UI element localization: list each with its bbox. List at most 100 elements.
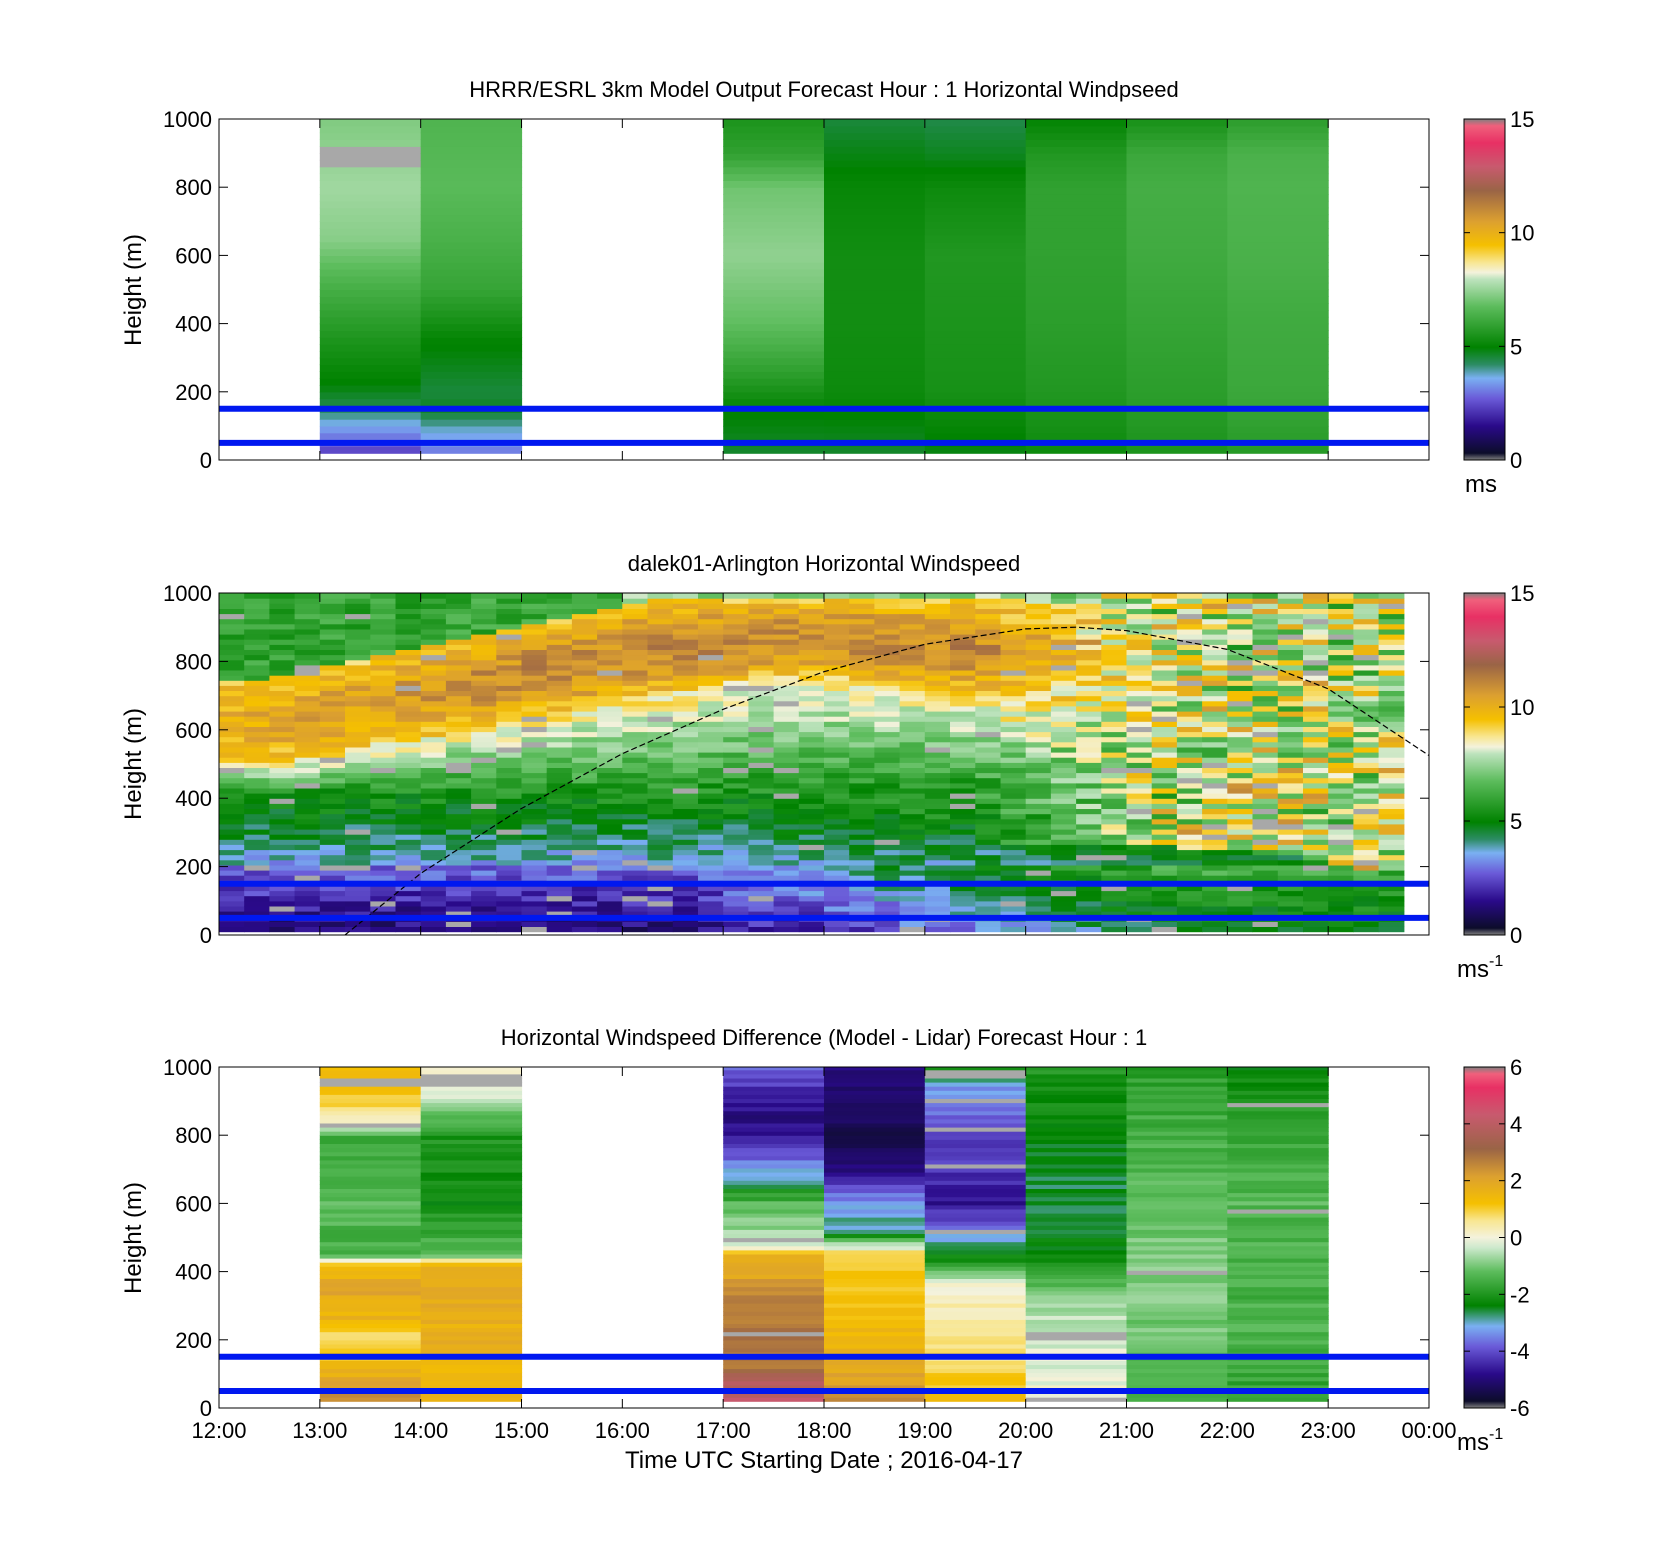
heatmap-cell [899, 690, 926, 697]
heatmap-cell [622, 731, 649, 738]
heatmap-cell [1000, 864, 1027, 871]
heatmap-cell [723, 234, 825, 243]
heatmap-cell [319, 119, 422, 127]
heatmap-cell [1202, 711, 1228, 717]
heatmap-cell [1025, 316, 1128, 325]
heatmap-cell [219, 839, 245, 845]
heatmap-cell [395, 711, 422, 717]
heatmap-cell [1126, 1110, 1228, 1116]
heatmap-cell [219, 726, 245, 733]
heatmap-cell [924, 752, 951, 758]
heatmap-cell [319, 1348, 422, 1353]
heatmap-cell [244, 911, 270, 917]
heatmap-cell [1378, 808, 1405, 815]
heatmap-cell [1353, 603, 1380, 609]
heatmap-cell [849, 895, 875, 902]
heatmap-cell [219, 921, 245, 927]
heatmap-cell [269, 598, 296, 604]
heatmap-cell [1202, 767, 1228, 774]
heatmap-cell [1000, 746, 1027, 753]
heatmap-cell [723, 680, 749, 686]
heatmap-cell [723, 1077, 825, 1083]
heatmap-cell [420, 603, 447, 609]
heatmap-cell [546, 618, 573, 625]
heatmap-cell [849, 654, 875, 661]
heatmap-cell [1277, 808, 1304, 815]
heatmap-cell [824, 1286, 926, 1292]
heatmap-cell [1025, 159, 1128, 168]
heatmap-cell [319, 146, 422, 154]
heatmap-cell [370, 875, 397, 881]
heatmap-cell [546, 839, 573, 845]
heatmap-cell [723, 639, 749, 645]
heatmap-cell [269, 890, 296, 897]
heatmap-cell [521, 808, 548, 815]
heatmap-cell [1252, 875, 1279, 881]
heatmap-cell [1000, 921, 1027, 927]
heatmap-cell [1227, 757, 1254, 763]
heatmap-cell [1076, 762, 1102, 768]
heatmap-cell [849, 644, 875, 650]
heatmap-cell [698, 844, 724, 851]
heatmap-cell [950, 623, 976, 630]
heatmap-cell [672, 685, 699, 691]
heatmap-cell [698, 593, 724, 599]
heatmap-cell [874, 823, 901, 830]
heatmap-cell [924, 1118, 1027, 1124]
heatmap-cell [798, 664, 825, 671]
heatmap-cell [874, 854, 901, 861]
heatmap-cell [420, 762, 447, 768]
heatmap-cell [924, 834, 951, 840]
heatmap-cell [319, 1282, 422, 1288]
heatmap-cell [824, 200, 926, 209]
heatmap-cell [1126, 1270, 1228, 1275]
heatmap-cell [1227, 659, 1254, 666]
heatmap-cell [597, 736, 623, 743]
heatmap-cell [798, 813, 825, 820]
heatmap-cell [975, 731, 1002, 738]
heatmap-cell [1328, 762, 1354, 768]
heatmap-cell [723, 1114, 825, 1120]
heatmap-cell [1000, 623, 1027, 630]
heatmap-cell [1025, 1163, 1128, 1169]
heatmap-cell [1227, 275, 1329, 284]
heatmap-cell [370, 839, 397, 845]
heatmap-cell [1303, 782, 1329, 789]
heatmap-cell [1277, 726, 1304, 733]
heatmap-cell [244, 798, 270, 804]
heatmap-cell [824, 1106, 926, 1112]
heatmap-cell [748, 905, 775, 912]
heatmap-cell [345, 680, 371, 686]
heatmap-cell [1151, 859, 1178, 866]
heatmap-cell [546, 649, 573, 656]
heatmap-cell [546, 721, 573, 727]
heatmap-cell [1000, 782, 1027, 789]
heatmap-cell [1252, 839, 1279, 845]
heatmap-cell [924, 721, 951, 727]
heatmap-cell [345, 721, 371, 727]
heatmap-cell [445, 644, 472, 650]
heatmap-cell [1025, 608, 1052, 615]
heatmap-cell [672, 772, 699, 779]
heatmap-cell [824, 159, 926, 168]
heatmap-cell [1353, 782, 1380, 789]
heatmap-cell [1227, 870, 1254, 876]
heatmap-cell [1126, 1073, 1228, 1079]
heatmap-cell [319, 1360, 422, 1365]
heatmap-cell [1101, 618, 1128, 625]
heatmap-cell [1025, 628, 1052, 635]
heatmap-cell [698, 787, 724, 794]
heatmap-cell [1227, 344, 1329, 352]
heatmap-cell [420, 1397, 523, 1402]
heatmap-cell [924, 1221, 1027, 1226]
heatmap-cell [420, 921, 447, 927]
heatmap-cell [1025, 670, 1052, 676]
heatmap-cell [420, 608, 447, 615]
heatmap-cell [824, 823, 850, 830]
heatmap-cell [1126, 173, 1228, 181]
heatmap-cell [924, 1270, 1027, 1275]
heatmap-cell [1202, 685, 1228, 691]
heatmap-cell [420, 1208, 523, 1214]
heatmap-cell [319, 425, 422, 434]
heatmap-cell [824, 1118, 926, 1124]
